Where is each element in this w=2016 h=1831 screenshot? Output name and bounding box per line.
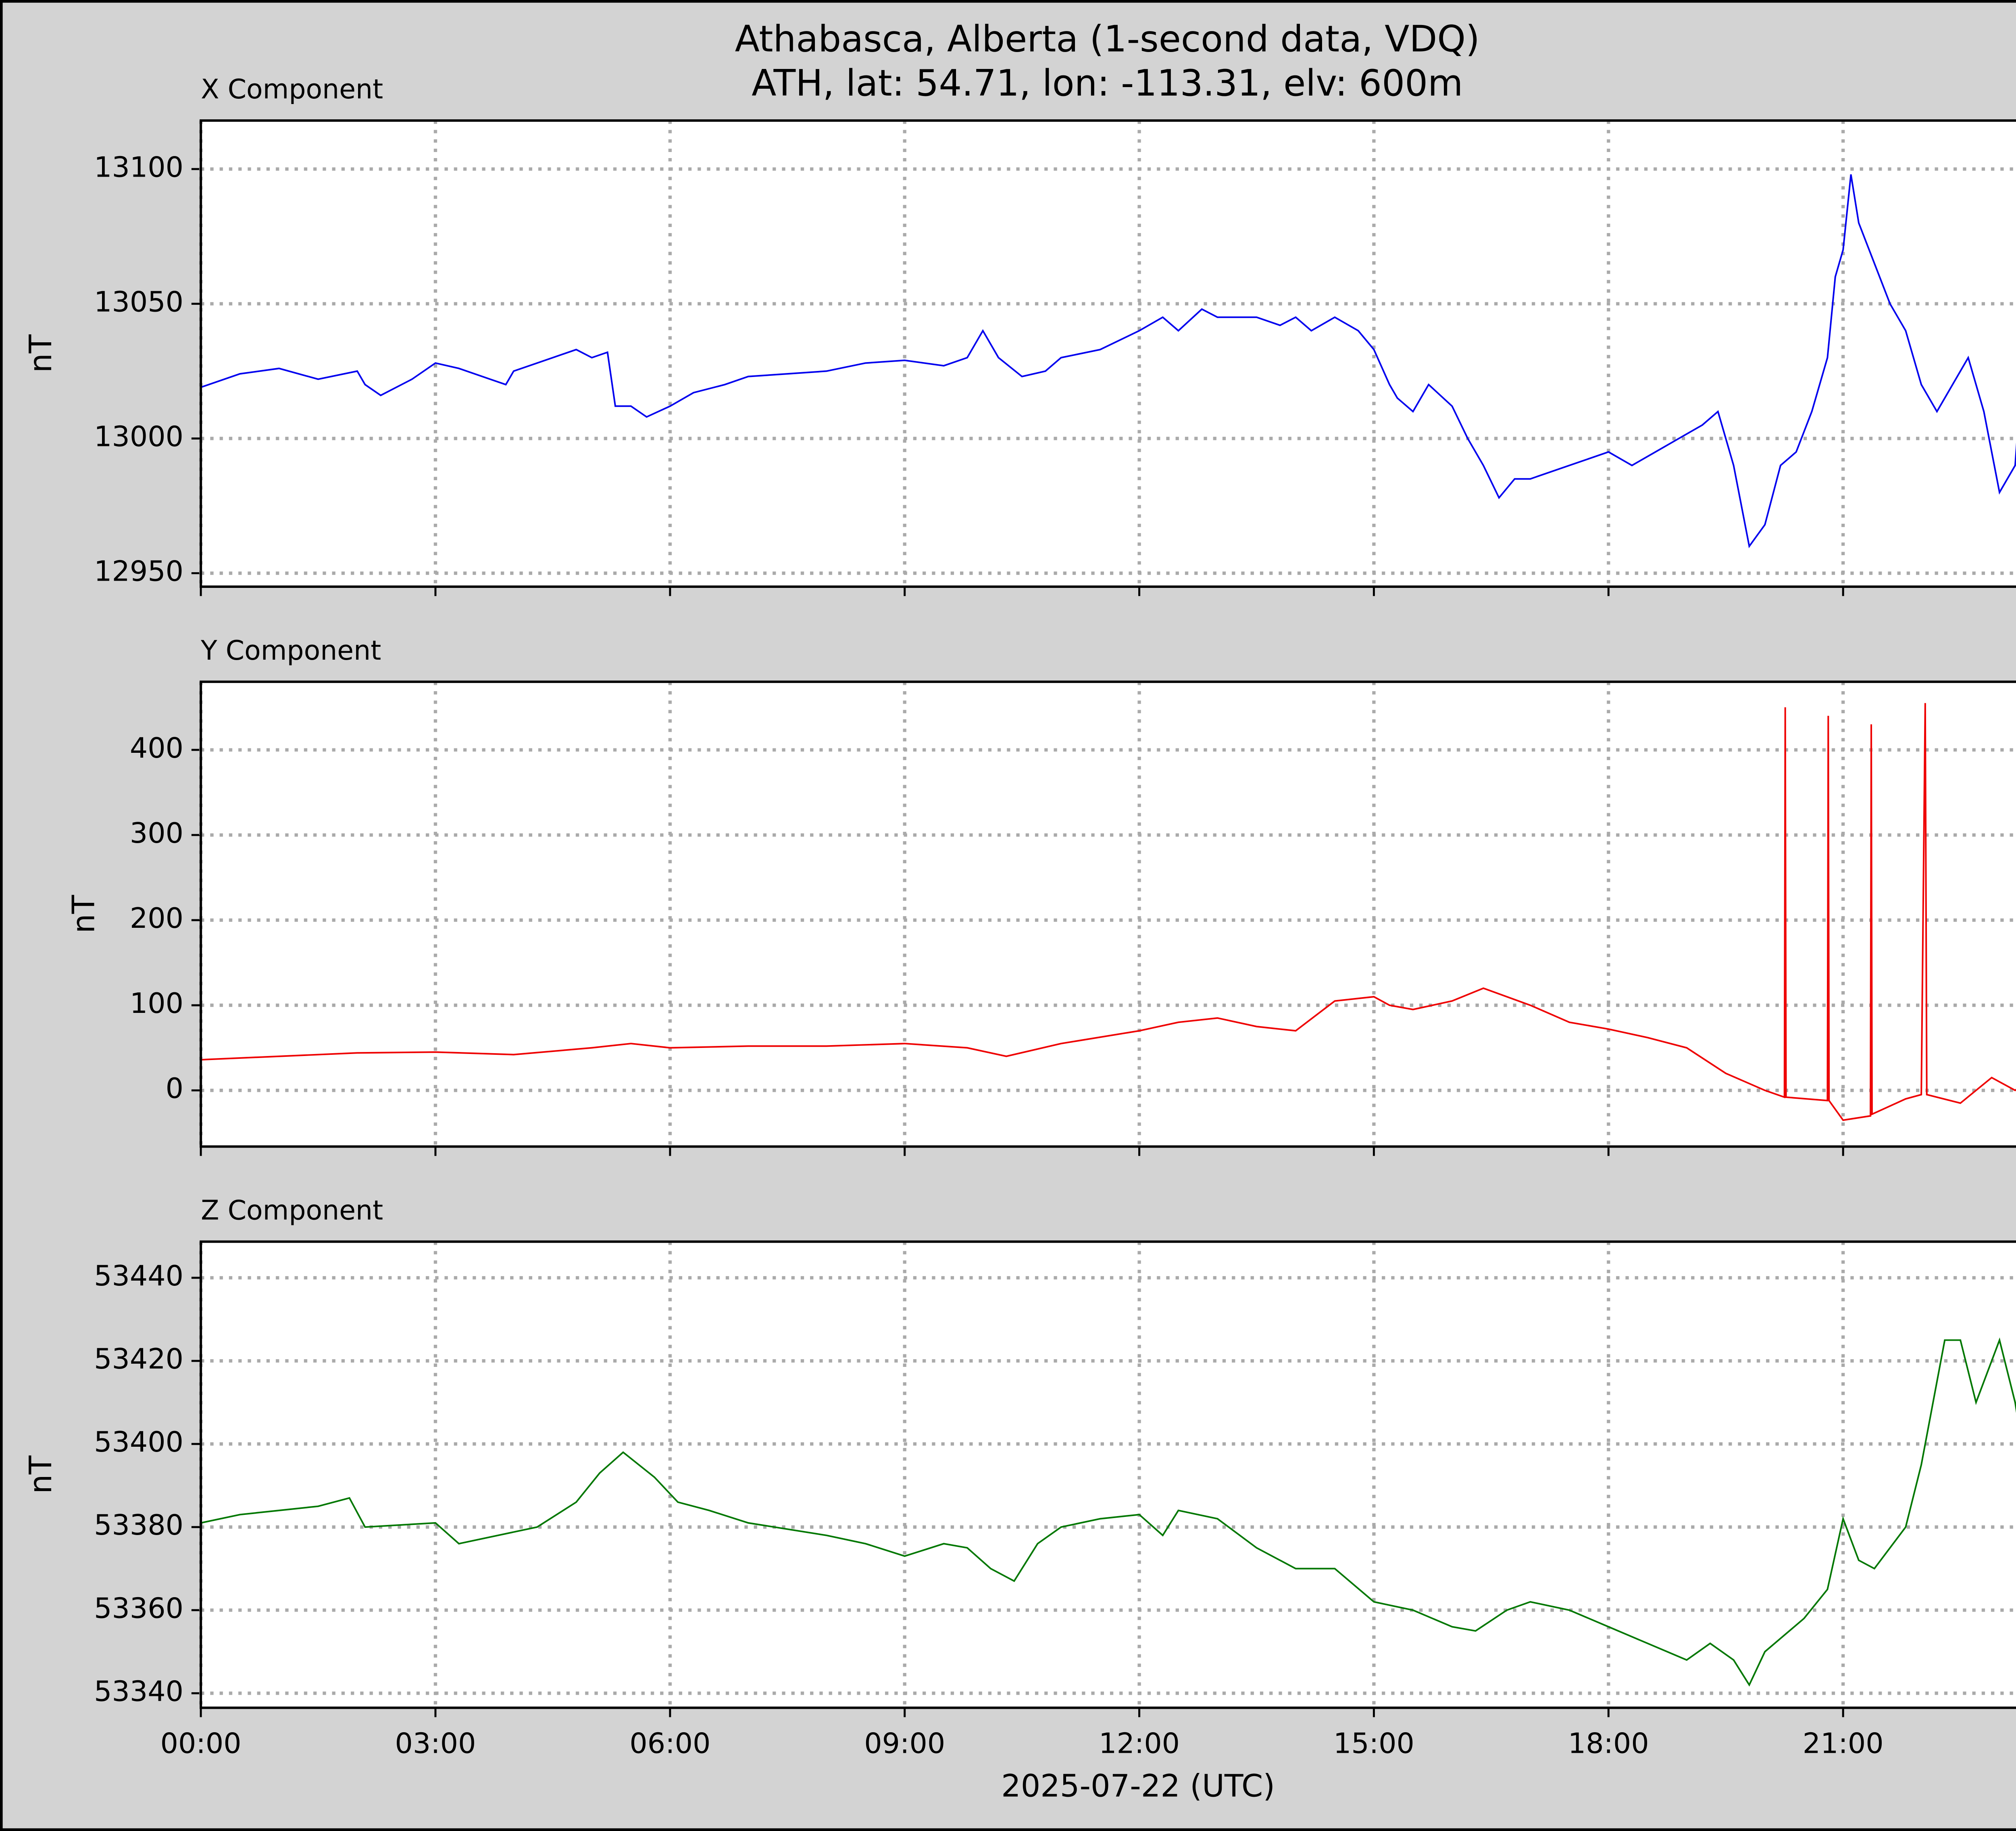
panel-title: Y Component bbox=[200, 635, 381, 666]
y-tick-label: 13000 bbox=[94, 420, 183, 453]
y-tick-label: 53340 bbox=[94, 1675, 183, 1708]
figure-title: Athabasca, Alberta (1-second data, VDQ) bbox=[735, 18, 1480, 60]
y-axis-label: nT bbox=[23, 1455, 59, 1494]
x-tick-label: 12:00 bbox=[1099, 1727, 1180, 1760]
x-tick-label: 18:00 bbox=[1568, 1727, 1649, 1760]
x-axis-label: 2025-07-22 (UTC) bbox=[1001, 1769, 1275, 1804]
plot-frame bbox=[200, 119, 2016, 588]
y-tick-label: 200 bbox=[130, 902, 183, 935]
y-tick-label: 400 bbox=[130, 732, 183, 764]
plot-frame bbox=[200, 680, 2016, 1148]
data-line bbox=[200, 1337, 2016, 1687]
plot-area bbox=[201, 681, 2016, 1147]
y-tick-label: 100 bbox=[130, 987, 183, 1020]
data-line bbox=[201, 703, 2016, 1121]
y-tick-label: 53400 bbox=[94, 1426, 183, 1458]
plot-area bbox=[201, 1241, 2016, 1708]
x-tick-label: 00:00 bbox=[160, 1727, 242, 1760]
x-tick-label: 15:00 bbox=[1333, 1727, 1414, 1760]
y-tick-label: 300 bbox=[130, 817, 183, 850]
y-tick-label: 53360 bbox=[94, 1592, 183, 1625]
x-tick-label: 03:00 bbox=[395, 1727, 476, 1760]
y-tick-label: 53420 bbox=[94, 1343, 183, 1375]
y-tick-label: 53380 bbox=[94, 1509, 183, 1541]
y-tick-label: 13100 bbox=[94, 151, 183, 183]
y-axis-label: nT bbox=[66, 895, 102, 933]
x-tick-label: 21:00 bbox=[1803, 1727, 1884, 1760]
y-tick-label: 13050 bbox=[94, 285, 183, 318]
y-axis-label: nT bbox=[23, 334, 59, 373]
panel-title: X Component bbox=[201, 73, 383, 105]
plot-area bbox=[201, 120, 2016, 587]
panel-title: Z Component bbox=[201, 1194, 383, 1226]
x-tick-label: 09:00 bbox=[864, 1727, 945, 1760]
plot-frame bbox=[200, 1240, 2016, 1709]
y-tick-label: 53440 bbox=[94, 1260, 183, 1292]
y-tick-label: 0 bbox=[166, 1072, 183, 1105]
figure-subtitle: ATH, lat: 54.71, lon: -113.31, elv: 600m bbox=[752, 62, 1463, 104]
data-line bbox=[200, 174, 2016, 548]
x-tick-label: 06:00 bbox=[629, 1727, 710, 1760]
y-tick-label: 12950 bbox=[94, 555, 183, 588]
